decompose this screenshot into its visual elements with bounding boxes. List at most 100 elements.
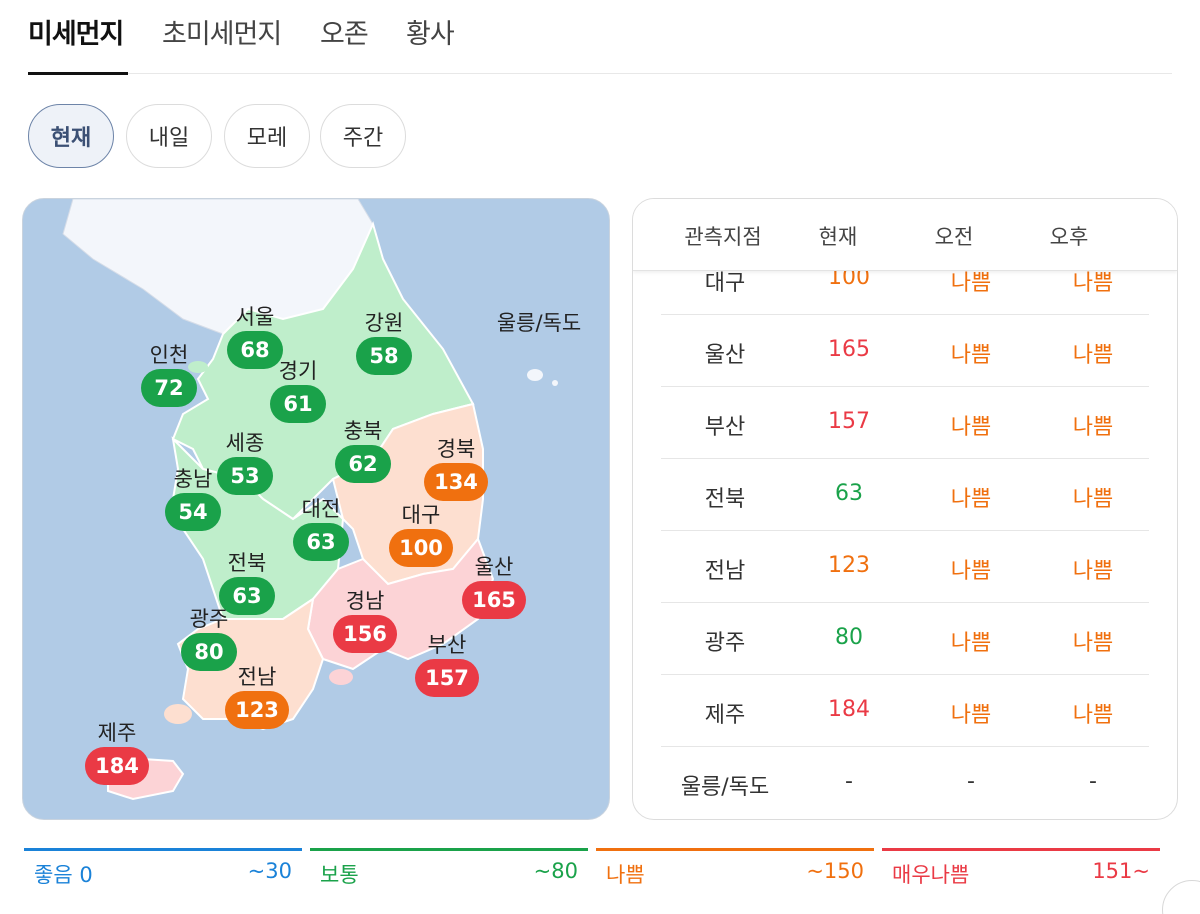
region-badge-ulsan[interactable]: 165 xyxy=(462,581,526,619)
header-am: 오전 xyxy=(934,225,974,249)
region-badge-seoul[interactable]: 68 xyxy=(227,331,283,369)
cell-am: 나쁨 xyxy=(950,631,992,656)
cell-pm: 나쁨 xyxy=(1072,631,1114,656)
legend-very-bad: 매우나쁨 151~ xyxy=(882,848,1160,888)
table-row: 부산 157 나쁨 나쁨 xyxy=(661,387,1149,459)
cell-am: 나쁨 xyxy=(950,271,992,296)
cell-station: 울산 xyxy=(704,343,746,368)
scroll-top-button[interactable] xyxy=(1162,880,1200,914)
region-label-gangwon: 강원 xyxy=(364,311,404,335)
active-tab-indicator xyxy=(28,72,128,75)
cell-station: 부산 xyxy=(704,415,746,440)
region-badge-jeju[interactable]: 184 xyxy=(85,747,149,785)
region-label-gwangju: 광주 xyxy=(189,607,229,631)
table-row: 전남 123 나쁨 나쁨 xyxy=(661,531,1149,603)
cell-pm: 나쁨 xyxy=(1072,703,1114,728)
table-row: 울산 165 나쁨 나쁨 xyxy=(661,315,1149,387)
dust-map: 서울 68 강원 58 인천 72 경기 61 세종 53 충북 62 경북 1… xyxy=(22,198,610,820)
legend-bad: 나쁨 ~150 xyxy=(596,848,874,888)
island-incheon xyxy=(188,361,208,373)
table-row: 울릉/독도 - - - xyxy=(661,747,1149,819)
island-south-2 xyxy=(329,669,353,685)
region-badge-sejong[interactable]: 53 xyxy=(217,457,273,495)
cell-pm: 나쁨 xyxy=(1072,415,1114,440)
region-label-daegu: 대구 xyxy=(401,503,441,527)
period-tomorrow-button[interactable]: 내일 xyxy=(126,104,212,168)
cell-pm: 나쁨 xyxy=(1072,343,1114,368)
region-label-gyeongbuk: 경북 xyxy=(436,437,476,461)
region-label-ulsan: 울산 xyxy=(474,555,514,579)
legend-very-bad-range: 151~ xyxy=(1092,859,1150,883)
legend-normal-label: 보통 xyxy=(320,863,359,887)
cell-now: 123 xyxy=(828,553,870,578)
table-row: 제주 184 나쁨 나쁨 xyxy=(661,675,1149,747)
legend-normal: 보통 ~80 xyxy=(310,848,588,888)
region-label-gyeonggi: 경기 xyxy=(278,359,318,383)
region-badge-daejeon[interactable]: 63 xyxy=(293,523,349,561)
region-badge-gyeonggi[interactable]: 61 xyxy=(270,385,326,423)
region-label-daejeon: 대전 xyxy=(301,497,341,521)
header-pm: 오후 xyxy=(1049,225,1089,249)
island-ulleung xyxy=(527,369,543,381)
cell-pm: 나쁨 xyxy=(1072,271,1114,296)
region-badge-gyeongbuk[interactable]: 134 xyxy=(424,463,488,501)
region-label-incheon: 인천 xyxy=(149,343,189,367)
region-label-ulleung-dokdo: 울릉/독도 xyxy=(496,311,582,335)
pollutant-tabs: 미세먼지 초미세먼지 오존 황사 xyxy=(28,0,1172,75)
legend-bad-range: ~150 xyxy=(806,859,864,883)
table-row: 광주 80 나쁨 나쁨 xyxy=(661,603,1149,675)
legend-good-label: 좋음 0 xyxy=(34,863,93,887)
legend-very-bad-label: 매우나쁨 xyxy=(892,863,970,887)
table-row: 대구 100 나쁨 나쁨 xyxy=(661,243,1149,315)
legend-normal-range: ~80 xyxy=(533,859,578,883)
region-badge-chungnam[interactable]: 54 xyxy=(165,493,221,531)
cell-am: 나쁨 xyxy=(950,559,992,584)
region-badge-jeonbuk[interactable]: 63 xyxy=(219,577,275,615)
table-body[interactable]: 대구 100 나쁨 나쁨 울산 165 나쁨 나쁨 부산 157 나쁨 나쁨 전… xyxy=(633,199,1177,819)
region-badge-gwangju[interactable]: 80 xyxy=(181,633,237,671)
legend-good-range: ~30 xyxy=(247,859,292,883)
cell-pm: 나쁨 xyxy=(1072,559,1114,584)
island-dokdo xyxy=(552,380,558,386)
region-badge-gangwon[interactable]: 58 xyxy=(356,337,412,375)
cell-now: 157 xyxy=(828,409,870,434)
header-station: 관측지점 xyxy=(684,225,762,249)
cell-am: 나쁨 xyxy=(950,703,992,728)
tab-pm25[interactable]: 초미세먼지 xyxy=(162,19,282,50)
region-label-jeonnam: 전남 xyxy=(237,665,277,689)
region-label-jeju: 제주 xyxy=(97,721,137,745)
region-label-jeonbuk: 전북 xyxy=(227,551,267,575)
header-now: 현재 xyxy=(818,225,858,249)
region-badge-jeonnam[interactable]: 123 xyxy=(225,691,289,729)
cell-now: - xyxy=(845,769,853,794)
region-label-sejong: 세종 xyxy=(225,431,265,455)
period-now-button[interactable]: 현재 xyxy=(28,104,114,168)
region-label-seoul: 서울 xyxy=(235,305,275,329)
region-label-chungbuk: 충북 xyxy=(343,419,383,443)
cell-station: 제주 xyxy=(704,703,746,728)
cell-am: 나쁨 xyxy=(950,487,992,512)
region-label-gyeongnam: 경남 xyxy=(345,589,385,613)
island-south-1 xyxy=(164,704,192,724)
cell-am: 나쁨 xyxy=(950,415,992,440)
cell-now: 165 xyxy=(828,337,870,362)
region-badge-busan[interactable]: 157 xyxy=(415,659,479,697)
cell-am: 나쁨 xyxy=(950,343,992,368)
tab-pm10[interactable]: 미세먼지 xyxy=(28,19,124,50)
region-badge-chungbuk[interactable]: 62 xyxy=(335,445,391,483)
period-weekly-button[interactable]: 주간 xyxy=(320,104,406,168)
cell-station: 대구 xyxy=(704,271,746,296)
period-day-after-button[interactable]: 모레 xyxy=(224,104,310,168)
legend-good: 좋음 0 ~30 xyxy=(24,848,302,888)
cell-now: 80 xyxy=(835,625,863,650)
cell-now: 184 xyxy=(828,697,870,722)
tab-yellow-dust[interactable]: 황사 xyxy=(406,19,455,50)
station-table[interactable]: 관측지점 현재 오전 오후 대구 100 나쁨 나쁨 울산 165 나쁨 나쁨 … xyxy=(632,198,1178,820)
cell-station: 광주 xyxy=(704,631,746,656)
region-badge-daegu[interactable]: 100 xyxy=(389,529,453,567)
tab-ozone[interactable]: 오존 xyxy=(320,19,369,50)
region-badge-gyeongnam[interactable]: 156 xyxy=(333,615,397,653)
region-label-busan: 부산 xyxy=(427,633,467,657)
cell-pm: - xyxy=(1089,769,1097,794)
region-badge-incheon[interactable]: 72 xyxy=(141,369,197,407)
